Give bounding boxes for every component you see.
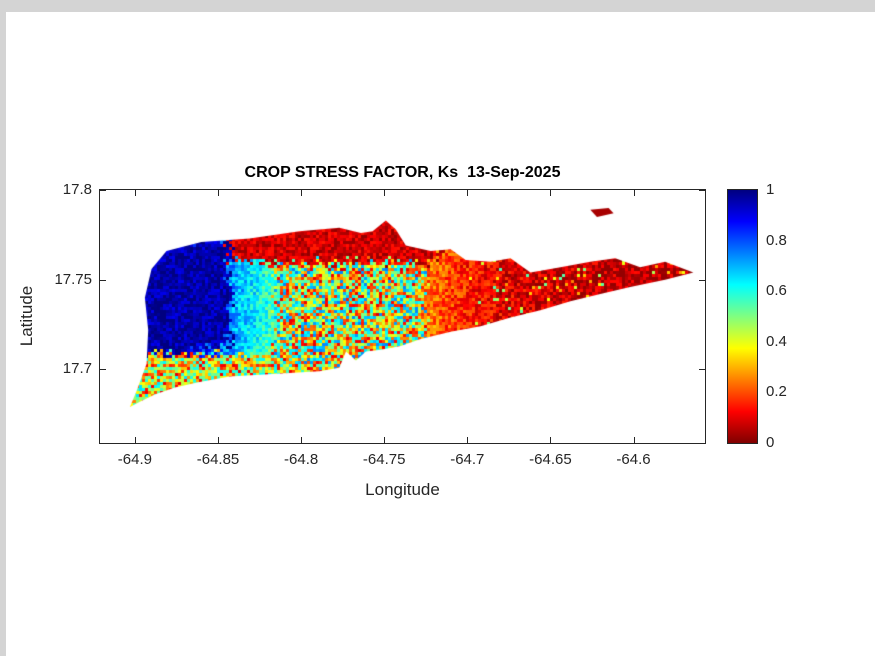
x-tick-label: -64.85 <box>197 451 240 468</box>
x-tick-label: -64.7 <box>450 451 484 468</box>
y-tick-mark <box>699 280 705 281</box>
y-tick-mark <box>699 369 705 370</box>
x-tick-mark <box>634 190 635 196</box>
x-tick-mark <box>467 437 468 443</box>
x-tick-mark <box>384 437 385 443</box>
x-tick-mark <box>550 437 551 443</box>
x-tick-mark <box>301 190 302 196</box>
x-tick-label: -64.6 <box>616 451 650 468</box>
colorbar-tick-label: 0.6 <box>766 282 787 299</box>
colorbar-tick-label: 0.8 <box>766 232 787 249</box>
x-tick-mark <box>135 190 136 196</box>
window-top-strip <box>0 0 875 12</box>
x-tick-mark <box>384 190 385 196</box>
x-tick-mark <box>467 190 468 196</box>
x-tick-mark <box>550 190 551 196</box>
colorbar-tick-label: 1 <box>766 181 774 198</box>
figure-window: CROP STRESS FACTOR, Ks 13-Sep-2025 Latit… <box>0 0 875 656</box>
colorbar-tick-label: 0.2 <box>766 383 787 400</box>
x-tick-label: -64.65 <box>529 451 572 468</box>
x-tick-mark <box>301 437 302 443</box>
x-tick-mark <box>218 190 219 196</box>
window-left-strip <box>0 0 6 656</box>
y-tick-mark <box>699 190 705 191</box>
x-tick-mark <box>634 437 635 443</box>
map-plot-area <box>99 189 706 444</box>
x-tick-mark <box>218 437 219 443</box>
x-tick-label: -64.8 <box>284 451 318 468</box>
chart-title: CROP STRESS FACTOR, Ks 13-Sep-2025 <box>100 164 705 182</box>
colorbar-tick-label: 0.4 <box>766 333 787 350</box>
y-tick-label: 17.75 <box>30 271 92 288</box>
y-axis-label: Latitude <box>17 286 37 347</box>
x-tick-label: -64.75 <box>363 451 406 468</box>
y-tick-mark <box>100 280 106 281</box>
y-tick-mark <box>100 190 106 191</box>
x-tick-label: -64.9 <box>118 451 152 468</box>
crop-stress-heatmap <box>100 190 705 443</box>
y-tick-label: 17.8 <box>30 181 92 198</box>
y-tick-mark <box>100 369 106 370</box>
y-tick-label: 17.7 <box>30 360 92 377</box>
x-axis-label: Longitude <box>100 480 705 500</box>
x-tick-mark <box>135 437 136 443</box>
colorbar-tick-label: 0 <box>766 434 774 451</box>
colorbar <box>727 189 758 444</box>
